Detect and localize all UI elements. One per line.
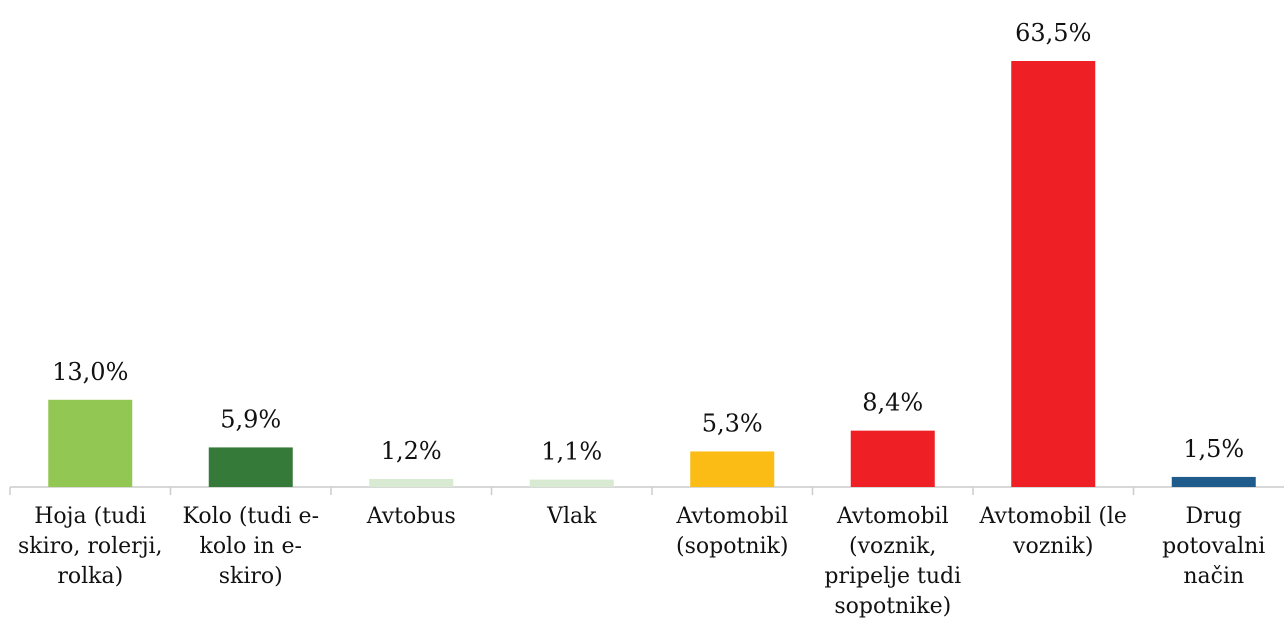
x-tick-label: Avtomobil (le voznik): [979, 504, 1127, 559]
value-label: 5,3%: [702, 409, 763, 437]
bar: [48, 399, 133, 487]
bar: [1171, 476, 1256, 487]
x-tick-label: Avtobus: [366, 504, 456, 529]
x-tick-label: Kolo (tudi e-kolo in e-skiro): [182, 504, 320, 589]
x-tick-label: Drug potovalni način: [1162, 504, 1266, 589]
value-label: 1,1%: [541, 438, 602, 466]
x-tick-label: Avtomobil (sopotnik): [676, 504, 789, 559]
bar: [529, 479, 614, 487]
bar: [208, 447, 293, 487]
x-tick-label: Vlak: [547, 504, 597, 529]
value-label: 1,2%: [381, 437, 442, 465]
value-label: 63,5%: [1015, 19, 1091, 47]
value-label: 1,5%: [1183, 435, 1244, 463]
value-label: 8,4%: [862, 389, 923, 417]
x-tick-label: Hoja (tudi skiro, rolerji, rolka): [17, 504, 163, 589]
bar: [369, 478, 454, 487]
value-label: 13,0%: [52, 358, 128, 386]
bar: [850, 430, 935, 487]
x-tick-label: Avtomobil (voznik, pripelje tudi sopotni…: [824, 504, 962, 619]
bar: [690, 451, 775, 487]
value-label: 5,9%: [220, 405, 281, 433]
bar: [1011, 61, 1096, 487]
